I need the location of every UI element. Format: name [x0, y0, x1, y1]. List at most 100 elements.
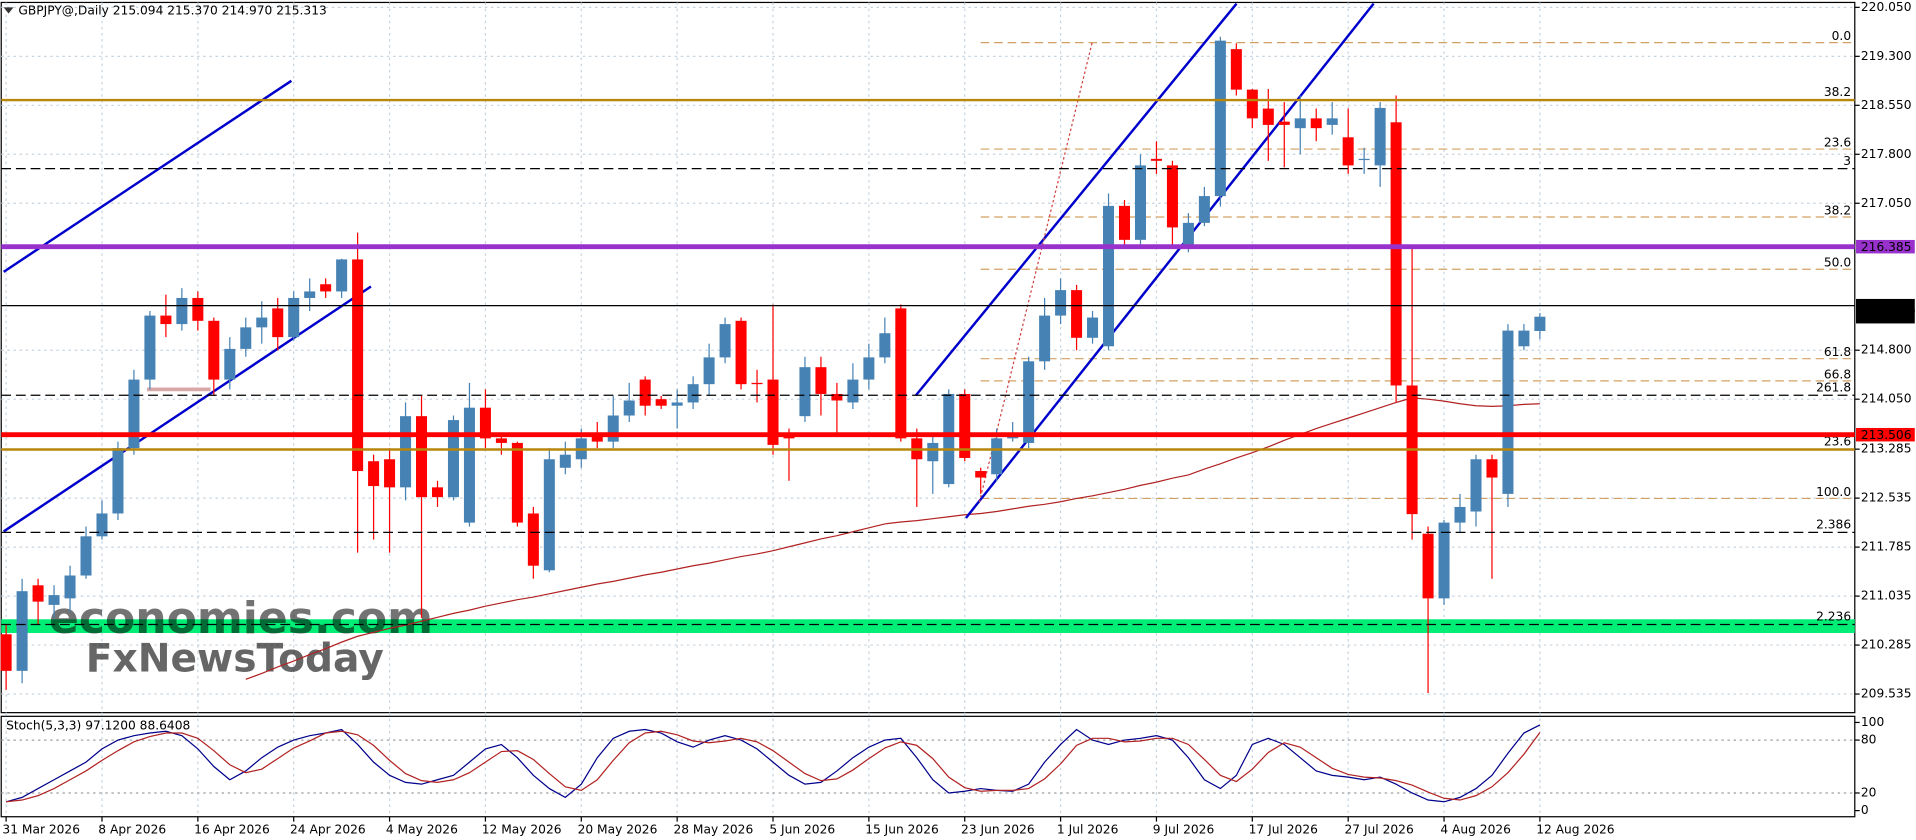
candle-body — [1422, 533, 1434, 599]
candle-body — [1023, 361, 1035, 443]
level-label: 2.386 — [1816, 518, 1851, 532]
candle-body — [1486, 459, 1498, 478]
y-tick-label: 220.050 — [1861, 0, 1912, 14]
x-tick-label: 4 May 2026 — [386, 823, 458, 837]
y-tick-label: 217.800 — [1861, 147, 1912, 161]
y-tick-label: 214.050 — [1861, 392, 1912, 406]
x-tick-label: 31 Mar 2026 — [2, 823, 80, 837]
y-tick-label: 214.800 — [1861, 343, 1912, 357]
trend-line — [2, 79, 293, 273]
candle-body — [1087, 317, 1099, 338]
candle-body — [112, 448, 124, 514]
fib-label: 38.2 — [1824, 203, 1851, 217]
candle-body — [1438, 522, 1450, 599]
candle-body — [1502, 330, 1514, 494]
candle-body — [511, 442, 523, 523]
trend-line — [2, 285, 372, 533]
price-tag-label: 216.385 — [1861, 240, 1912, 254]
candle-body — [1358, 158, 1370, 161]
candle-body — [527, 513, 539, 566]
candle-body — [400, 416, 412, 488]
fib-label: 61.8 — [1824, 345, 1851, 359]
fib-label: 23.6 — [1824, 135, 1851, 149]
fib-label: 0.0 — [1832, 29, 1851, 43]
candle-body — [479, 407, 491, 439]
stochastic-line — [5, 724, 1541, 803]
candle-body — [447, 420, 459, 498]
x-tick-label: 9 Jul 2026 — [1153, 823, 1215, 837]
fib-label: 66.8 — [1824, 367, 1851, 381]
support-zone — [1, 619, 1855, 633]
x-tick-label: 28 May 2026 — [673, 823, 753, 837]
candle-body — [671, 402, 683, 406]
candle-body — [1198, 196, 1210, 223]
candle-body — [1310, 118, 1322, 129]
x-tick-label: 5 Jun 2026 — [769, 823, 835, 837]
candle-body — [272, 308, 284, 338]
title-icon — [3, 7, 14, 14]
candle-body — [767, 379, 779, 445]
fib-label: 50.0 — [1824, 256, 1851, 270]
level-label: 3 — [1843, 154, 1851, 168]
y-tick-label: 100 — [1861, 715, 1884, 729]
moving-average — [245, 397, 1540, 680]
candle-body — [1134, 165, 1146, 240]
candle-body — [160, 315, 172, 325]
candle-body — [80, 536, 92, 576]
x-tick-label: 4 Aug 2026 — [1440, 823, 1511, 837]
y-tick-label: 213.285 — [1861, 442, 1912, 456]
candle-body — [751, 382, 763, 385]
candle-body — [623, 400, 635, 416]
y-tick-label: 211.035 — [1861, 589, 1912, 603]
candle-body — [416, 416, 428, 498]
price-tag-label: 215.482 — [1861, 299, 1912, 313]
candle-body — [1262, 108, 1274, 125]
level-label: 2.236 — [1816, 610, 1851, 624]
indicator-panel — [0, 715, 1856, 818]
candle-body — [16, 591, 28, 671]
candle-body — [927, 442, 939, 462]
y-tick-label: 217.050 — [1861, 196, 1912, 210]
candle-body — [1454, 506, 1466, 523]
current-price-tag — [1856, 309, 1915, 324]
candle-body — [1278, 121, 1290, 125]
candle-body — [703, 357, 715, 385]
candle-body — [943, 393, 955, 485]
x-tick-label: 8 Apr 2026 — [98, 823, 166, 837]
x-tick-label: 1 Jul 2026 — [1057, 823, 1119, 837]
candle-body — [991, 438, 1003, 475]
candle-body — [64, 575, 76, 599]
candle-body — [304, 291, 316, 298]
candle-body — [815, 367, 827, 394]
stochastic-line — [6, 730, 1541, 803]
candle-body — [1103, 205, 1115, 347]
y-tick-label: 211.785 — [1861, 540, 1912, 554]
candle-body — [975, 471, 987, 478]
candle-body — [1039, 315, 1051, 362]
candle-body — [1182, 222, 1194, 246]
x-tick-label: 20 May 2026 — [578, 823, 658, 837]
candle-body — [607, 415, 619, 442]
candle-body — [336, 259, 348, 292]
candle-body — [96, 513, 108, 537]
candle-body — [352, 259, 364, 472]
candle-body — [1342, 137, 1354, 166]
y-tick-label: 219.300 — [1861, 49, 1912, 63]
candle-body — [1071, 290, 1083, 338]
indicator-title: Stoch(5,3,3) 97.1200 88.6408 — [6, 719, 190, 733]
candle-body — [368, 461, 380, 487]
watermark: FxNewsToday — [86, 637, 384, 682]
candle-body — [895, 308, 907, 439]
candle-body — [1294, 118, 1306, 129]
x-tick-label: 24 Apr 2026 — [290, 823, 366, 837]
level-label: 38.2 — [1824, 85, 1851, 99]
candle-body — [879, 333, 891, 358]
x-tick-label: 12 May 2026 — [482, 823, 562, 837]
y-tick-label: 209.535 — [1861, 687, 1912, 701]
candle-body — [687, 384, 699, 403]
y-tick-label: 0 — [1861, 803, 1869, 817]
candle-body — [831, 393, 843, 401]
candle-body — [240, 327, 252, 349]
